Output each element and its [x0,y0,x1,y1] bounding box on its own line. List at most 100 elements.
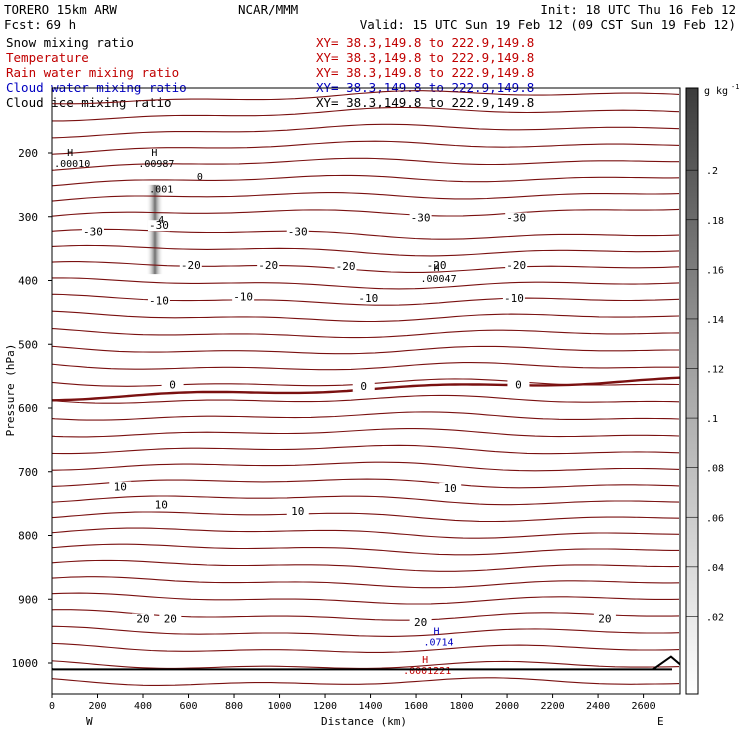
x-tick-label: 2400 [586,701,610,712]
contour-line [52,123,680,139]
contour-label-bg [232,291,255,303]
extremum-marker: H [434,263,440,274]
contour-line [52,642,680,653]
x-tick-label: 600 [179,701,197,712]
colorbar-label: .16 [706,265,724,276]
x-tick-label: 1800 [450,701,474,712]
temperature-label: 10 [444,482,457,495]
contour-label-bg [334,261,357,273]
x-tick-label: 1400 [359,701,383,712]
contour-line [52,428,680,438]
colorbar-label: .08 [706,464,724,475]
extremum-value: .00047 [420,274,456,285]
contour-line [52,411,680,421]
contour-label-bg [159,613,182,625]
contour-line [52,208,680,217]
contour-line [52,625,680,637]
contour-line [52,559,680,572]
contour-line [52,277,680,290]
contour-label-bg [150,499,173,511]
x-tick-label: 2600 [632,701,656,712]
contour-line [52,478,680,489]
colorbar-label: .02 [706,612,724,623]
temperature-label: 10 [155,498,168,511]
colorbar-label: .04 [706,563,724,574]
colorbar-label: .2 [706,166,718,177]
extremum-value: .0714 [423,637,453,648]
contour-label-bg [132,613,155,625]
contour-label-bg [409,212,432,224]
extremum-marker: H [67,148,73,159]
field-xy: XY= 38.3,149.8 to 222.9,149.8 [316,35,534,50]
x-tick-label: 1200 [313,701,337,712]
minor-contour-label: 0 [197,172,203,183]
contour-label-bg [161,379,184,391]
extremum-marker: H [151,148,157,159]
temperature-label: -30 [83,226,103,239]
temperature-label: -10 [504,292,524,305]
contour-label-bg [439,482,462,494]
contour-line [52,592,680,605]
contour-line [52,495,680,506]
contour-label-bg [593,613,616,625]
temperature-label: -30 [288,226,308,239]
contour-label-bg [257,259,280,271]
contour-line [52,677,680,686]
x-tick-label: 200 [88,701,106,712]
contour-line [52,157,679,171]
contour-label-bg [502,292,525,304]
colorbar-label: .14 [706,315,724,326]
temperature-label: 20 [598,613,611,626]
org-label: NCAR/MMM [238,2,298,17]
x-west-label: W [86,715,93,728]
field-xy: XY= 38.3,149.8 to 222.9,149.8 [316,95,534,110]
y-axis-label: Pressure (hPa) [4,344,17,437]
contour-line [52,576,680,589]
fcst-value: 69 h [46,17,76,32]
contour-label-bg [179,259,202,271]
y-tick-label: 200 [18,147,38,160]
temperature-label: 20 [136,613,149,626]
contour-line [52,461,680,472]
contour-line [52,394,680,404]
field-xy: XY= 38.3,149.8 to 222.9,149.8 [316,65,534,80]
minor-contour-label: .001 [149,185,173,196]
plot-frame [51,87,681,695]
contour-line [52,310,680,323]
temperature-label: -30 [149,219,169,232]
contour-line [52,444,680,455]
contour-line [52,345,679,355]
y-tick-label: 1000 [12,657,39,670]
x-tick-label: 1600 [404,701,428,712]
contour-line [52,660,680,669]
contour-line [52,106,680,122]
contour-label-bg [286,505,309,517]
x-tick-label: 2000 [495,701,519,712]
y-tick-label: 900 [18,593,38,606]
temperature-label: -20 [336,260,356,273]
extremum-value: .0001221 [403,666,451,677]
contour-line [52,174,680,187]
field-name: Temperature [6,50,89,65]
x-tick-label: 800 [225,701,243,712]
minor-contour-label: 4 [158,215,164,226]
colorbar-unit-exp: -1 [731,83,739,91]
x-axis-label: Distance (km) [321,715,407,728]
field-name: Cloud ice mixing ratio [6,95,172,110]
temperature-label: -20 [258,259,278,272]
colorbar-ramp [685,87,699,695]
contour-label-bg [147,295,170,307]
extremum-marker: H [422,655,428,666]
terrain-line [52,655,680,671]
contour-line [52,511,680,523]
x-east-label: E [657,715,664,728]
contour-line [52,192,680,202]
temperature-label: 0 [515,379,522,392]
valid-time: Valid: 15 UTC Sun 19 Feb 12 (09 CST Sun … [360,17,736,32]
contour-label-bg [147,220,170,232]
contour-label-bg [425,259,448,271]
contour-label-bg [286,226,309,238]
extremum-value: .00987 [138,159,174,170]
